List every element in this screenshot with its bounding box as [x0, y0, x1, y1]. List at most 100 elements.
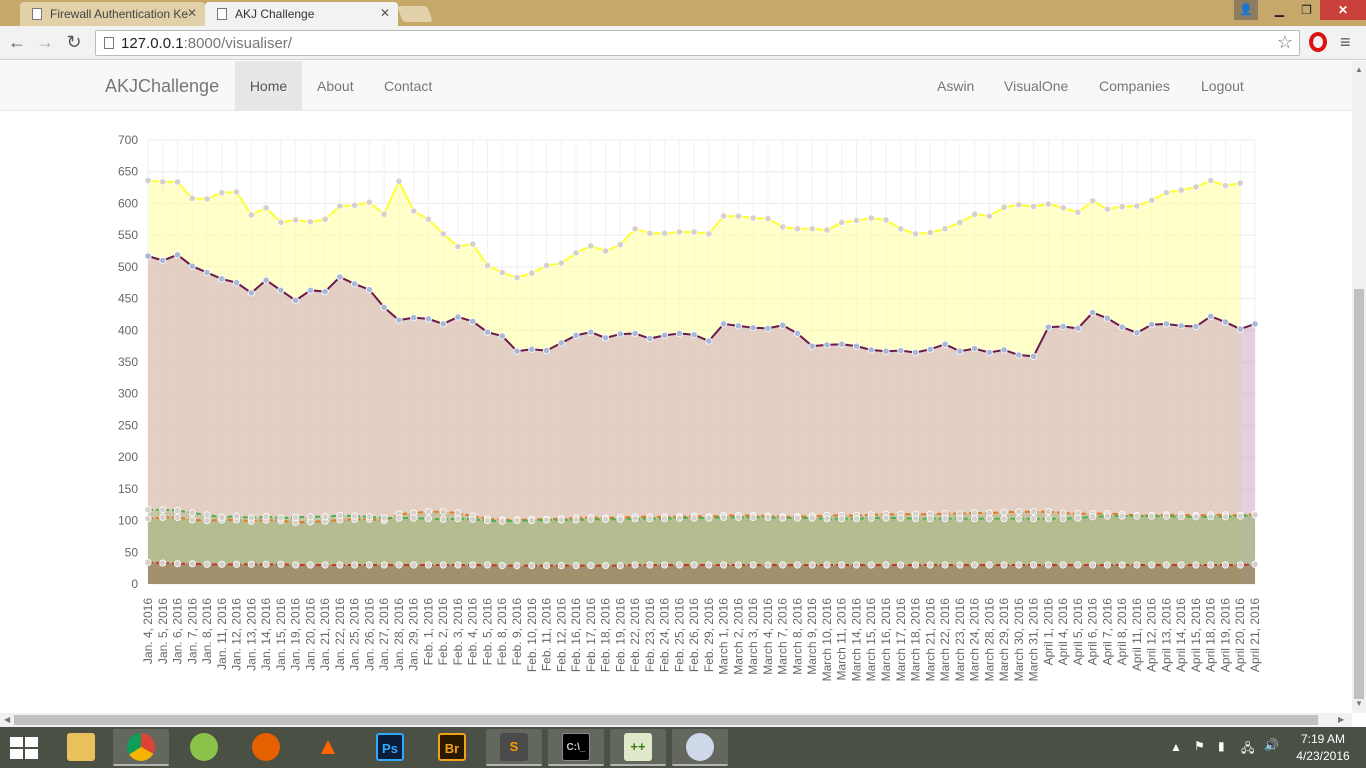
- nav-contact[interactable]: Contact: [384, 78, 433, 94]
- vlc-icon[interactable]: ▲: [316, 733, 340, 760]
- back-icon[interactable]: ←: [8, 32, 26, 52]
- tab-firewall[interactable]: Firewall Authentication Ke ✕: [20, 2, 205, 26]
- series-3-point: [749, 513, 757, 522]
- flag-icon[interactable]: ⚑: [1194, 739, 1205, 753]
- series-1-point: [144, 252, 152, 260]
- close-icon[interactable]: ✕: [186, 6, 197, 20]
- volume-icon[interactable]: 🔊: [1264, 738, 1279, 752]
- brand-link[interactable]: AKJChallenge: [105, 76, 220, 96]
- series-3-point: [262, 513, 270, 521]
- series-1-point: [365, 286, 373, 294]
- series-0-point: [557, 259, 565, 267]
- series-3-point: [469, 515, 477, 523]
- x-tick-label: April 13, 2016: [1159, 598, 1173, 672]
- series-0-point: [985, 212, 993, 220]
- scrollbar-thumb[interactable]: [1354, 289, 1364, 699]
- series-4-point: [159, 559, 167, 567]
- series-3-point: [1251, 511, 1259, 519]
- nav-visualone[interactable]: VisualOne: [1004, 78, 1069, 94]
- x-tick-label: Jan. 27, 2016: [377, 598, 391, 671]
- horizontal-scrollbar[interactable]: ◀ ▶: [0, 713, 1352, 727]
- series-0-point: [1118, 203, 1126, 211]
- x-tick-label: April 19, 2016: [1218, 598, 1232, 672]
- series-0-point: [159, 178, 167, 186]
- close-icon[interactable]: ✕: [379, 6, 390, 20]
- nav-home[interactable]: Home: [235, 61, 302, 111]
- scroll-right-icon[interactable]: ▶: [1338, 715, 1345, 724]
- minimize-icon[interactable]: ▁: [1274, 3, 1285, 17]
- network-icon[interactable]: 🖧: [1241, 741, 1255, 755]
- address-bar[interactable]: 127.0.0.1:8000/visualiser/ ☆: [95, 30, 1300, 56]
- series-0-point: [1059, 204, 1067, 212]
- series-1-point: [808, 342, 816, 350]
- photoshop-icon[interactable]: Ps: [362, 729, 418, 766]
- series-3-point: [365, 513, 373, 521]
- series-3-point: [203, 511, 211, 519]
- sublime-text-icon[interactable]: S: [486, 729, 542, 766]
- nav-logout[interactable]: Logout: [1201, 78, 1244, 94]
- forward-icon[interactable]: →: [36, 32, 54, 52]
- firefox-icon[interactable]: [238, 729, 294, 766]
- series-3-point: [542, 516, 551, 524]
- scrollbar-thumb[interactable]: [14, 715, 1318, 725]
- scroll-up-icon[interactable]: ▲: [1355, 65, 1363, 74]
- notepad-plus-plus-icon[interactable]: ++: [610, 729, 666, 766]
- series-0-point: [882, 216, 890, 224]
- bookmark-star-icon[interactable]: ☆: [1276, 32, 1293, 52]
- series-1-point: [793, 329, 802, 338]
- x-tick-label: Feb. 1, 2016: [421, 598, 435, 666]
- x-tick-label: Jan. 22, 2016: [333, 598, 347, 671]
- x-tick-label: March 14, 2016: [849, 598, 863, 682]
- series-4-point: [970, 561, 979, 569]
- x-tick-label: Feb. 18, 2016: [599, 598, 613, 672]
- series-1-point: [336, 273, 344, 281]
- close-window-icon[interactable]: ✕: [1320, 0, 1366, 20]
- x-tick-label: Jan. 20, 2016: [303, 598, 317, 671]
- vertical-scrollbar[interactable]: ▲ ▼: [1352, 61, 1366, 713]
- system-clock[interactable]: 7:19 AM 4/23/2016: [1288, 731, 1358, 765]
- nav-companies[interactable]: Companies: [1099, 78, 1170, 94]
- tray-expand-icon[interactable]: ▲: [1170, 740, 1182, 754]
- windows-start-icon[interactable]: [10, 737, 40, 759]
- x-tick-label: Jan. 25, 2016: [348, 598, 362, 671]
- scroll-down-icon[interactable]: ▼: [1355, 699, 1363, 708]
- opera-icon[interactable]: [1309, 32, 1327, 52]
- series-0-point: [291, 216, 300, 224]
- new-tab-button[interactable]: [397, 6, 433, 22]
- nav-about[interactable]: About: [317, 78, 354, 94]
- series-4-point: [1030, 561, 1038, 569]
- series-4-point: [956, 561, 964, 569]
- x-tick-label: March 28, 2016: [982, 598, 996, 682]
- x-tick-label: Jan. 7, 2016: [185, 598, 199, 664]
- series-1-point: [232, 279, 241, 287]
- nav-aswin[interactable]: Aswin: [937, 78, 975, 94]
- series-4-point: [395, 561, 403, 569]
- power-icon[interactable]: ▮: [1218, 739, 1225, 753]
- tab-akj-challenge[interactable]: AKJ Challenge ✕: [205, 2, 398, 26]
- series-1-point: [291, 296, 300, 305]
- series-0-point: [188, 194, 196, 202]
- series-1-point: [911, 348, 920, 357]
- series-3-point: [1162, 512, 1171, 520]
- series-3-point: [1015, 515, 1023, 523]
- bridge-icon[interactable]: Br: [424, 729, 480, 766]
- chrome-icon[interactable]: [113, 729, 169, 766]
- profile-icon[interactable]: 👤: [1234, 0, 1258, 20]
- android-studio-icon[interactable]: [176, 729, 232, 766]
- paint-icon[interactable]: [672, 729, 728, 766]
- command-prompt-icon[interactable]: C:\_: [548, 729, 604, 766]
- series-1-point: [601, 334, 610, 342]
- series-4-point: [616, 562, 624, 570]
- series-3-point: [557, 516, 565, 524]
- menu-icon[interactable]: ≡: [1340, 32, 1351, 52]
- x-tick-label: Jan. 14, 2016: [259, 598, 273, 671]
- reload-icon[interactable]: ↻: [66, 32, 82, 52]
- series-3-point: [410, 514, 418, 522]
- scroll-left-icon[interactable]: ◀: [4, 715, 11, 724]
- series-4-point: [218, 560, 226, 568]
- y-tick-label: 300: [118, 387, 138, 401]
- restore-icon[interactable]: ❐: [1301, 3, 1312, 17]
- file-explorer-icon[interactable]: [53, 729, 109, 766]
- x-tick-label: March 11, 2016: [835, 598, 849, 681]
- series-3-point: [734, 513, 743, 522]
